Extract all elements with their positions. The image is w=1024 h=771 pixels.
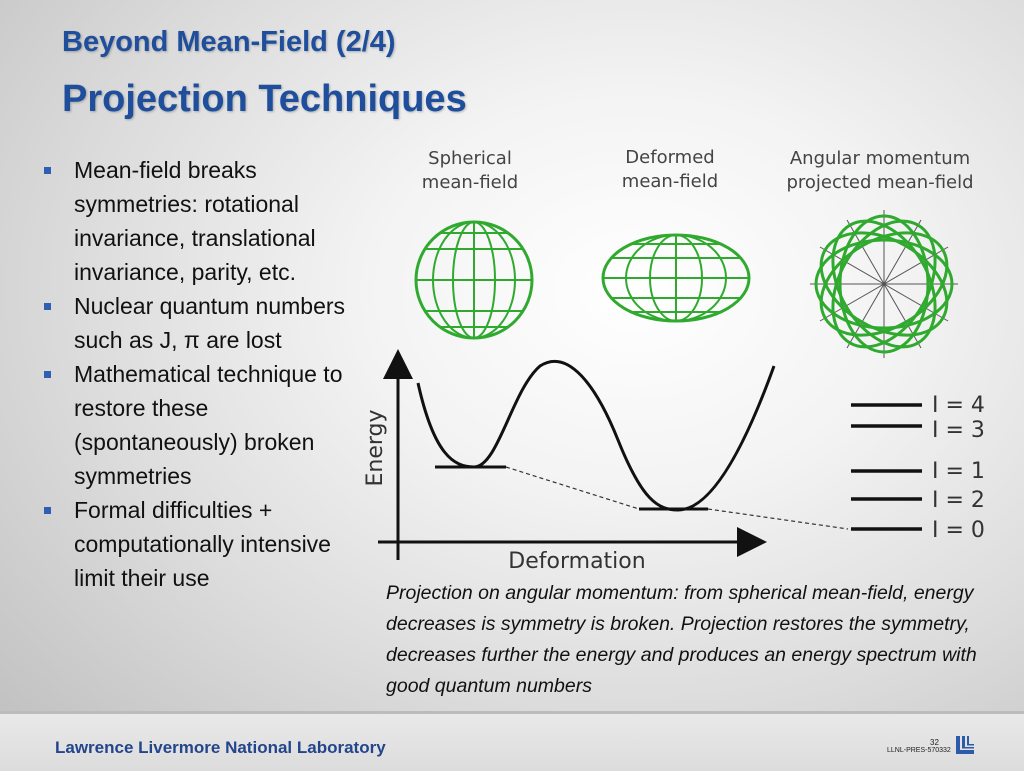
label-deformed-2: mean-field: [622, 171, 718, 192]
level-label: I = 0: [932, 518, 985, 543]
bullet-square-icon: [44, 507, 51, 514]
slide-subtitle: Beyond Mean-Field (2/4): [62, 26, 396, 58]
bullet-square-icon: [44, 167, 51, 174]
energy-curve: [416, 359, 776, 512]
energy-spectrum: [851, 403, 922, 531]
label-spherical-1: Spherical: [428, 148, 512, 169]
level-label: I = 3: [932, 418, 985, 443]
label-deformed-1: Deformed: [625, 147, 714, 168]
bullet-item: Nuclear quantum numbers such as J, π are…: [38, 289, 356, 357]
label-projected-1: Angular momentum: [790, 148, 970, 169]
bullet-list: Mean-field breaks symmetries: rotational…: [38, 153, 356, 595]
figure-caption: Projection on angular momentum: from sph…: [386, 582, 977, 697]
bullet-square-icon: [44, 303, 51, 310]
label-projected-2: projected mean-field: [786, 172, 973, 193]
lab-name: Lawrence Livermore National Laboratory: [55, 738, 386, 757]
bullet-text: Mean-field breaks symmetries: rotational…: [74, 157, 316, 285]
bullet-text: Formal difficulties + computationally in…: [74, 497, 331, 591]
projected-rosette-icon: [810, 210, 958, 358]
level-label: I = 2: [932, 488, 985, 513]
slide-footer: Lawrence Livermore National Laboratory 3…: [0, 711, 1024, 771]
release-number: LLNL-PRES-570332: [887, 747, 951, 754]
level-label: I = 1: [932, 459, 985, 484]
projection-figure: Spherical mean-field Deformed mean-field…: [363, 147, 985, 574]
x-axis-label: Deformation: [508, 549, 645, 574]
slide-title: Projection Techniques: [62, 78, 467, 120]
bullet-text: Mathematical technique to restore these …: [74, 361, 343, 489]
bullet-square-icon: [44, 371, 51, 378]
deformed-mean-field-ellipsoid-icon: [601, 233, 751, 323]
bullet-item: Mean-field breaks symmetries: rotational…: [38, 153, 356, 289]
spherical-mean-field-globe-icon: [414, 220, 534, 340]
dashed-connector: [707, 508, 849, 530]
level-label: I = 4: [932, 393, 985, 418]
label-spherical-2: mean-field: [422, 172, 518, 193]
bullet-text: Nuclear quantum numbers such as J, π are…: [74, 293, 346, 353]
bullet-item: Mathematical technique to restore these …: [38, 357, 356, 493]
page-number: 32: [930, 738, 939, 747]
dashed-connector: [505, 466, 640, 510]
bullet-item: Formal difficulties + computationally in…: [38, 493, 356, 595]
llnl-logo-icon: [956, 736, 974, 754]
y-axis-label: Energy: [363, 409, 388, 486]
